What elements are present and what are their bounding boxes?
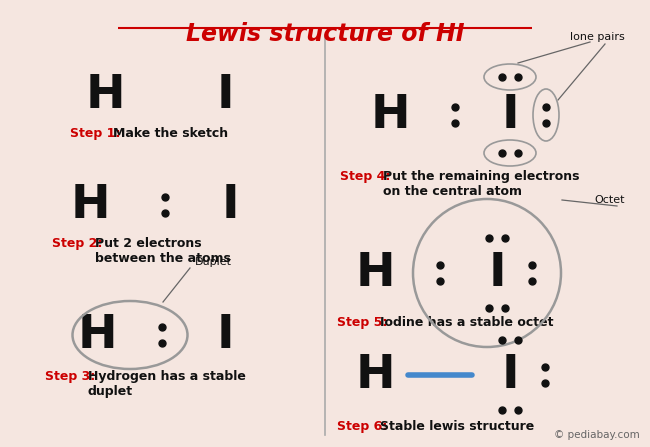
Text: lone pairs: lone pairs: [570, 32, 625, 42]
Text: Iodine has a stable octet: Iodine has a stable octet: [380, 316, 554, 329]
Text: H: H: [85, 72, 125, 118]
Text: Put 2 electrons
between the atoms: Put 2 electrons between the atoms: [95, 237, 231, 265]
Text: Step 4:: Step 4:: [340, 170, 391, 183]
Text: Lewis structure of HI: Lewis structure of HI: [186, 22, 464, 46]
Text: Octet: Octet: [595, 195, 625, 205]
Text: H: H: [370, 93, 410, 138]
Text: I: I: [501, 93, 519, 138]
Text: Put the remaining electrons
on the central atom: Put the remaining electrons on the centr…: [383, 170, 580, 198]
Text: H: H: [77, 312, 117, 358]
Text: Make the sketch: Make the sketch: [113, 127, 228, 140]
Text: I: I: [501, 353, 519, 397]
Text: I: I: [488, 250, 506, 295]
Text: I: I: [221, 182, 239, 228]
Text: Step 3:: Step 3:: [45, 370, 96, 383]
Text: Step 6:: Step 6:: [337, 420, 387, 433]
Text: I: I: [216, 312, 234, 358]
Text: Hydrogen has a stable
duplet: Hydrogen has a stable duplet: [88, 370, 246, 398]
Text: Stable lewis structure: Stable lewis structure: [380, 420, 534, 433]
Text: H: H: [70, 182, 110, 228]
Text: Step 1:: Step 1:: [70, 127, 120, 140]
Text: Step 2:: Step 2:: [52, 237, 103, 250]
Text: © pediabay.com: © pediabay.com: [554, 430, 640, 440]
Text: H: H: [355, 353, 395, 397]
Text: Step 5:: Step 5:: [337, 316, 387, 329]
Text: I: I: [216, 72, 234, 118]
Text: Duplet: Duplet: [195, 257, 232, 267]
Text: H: H: [355, 250, 395, 295]
